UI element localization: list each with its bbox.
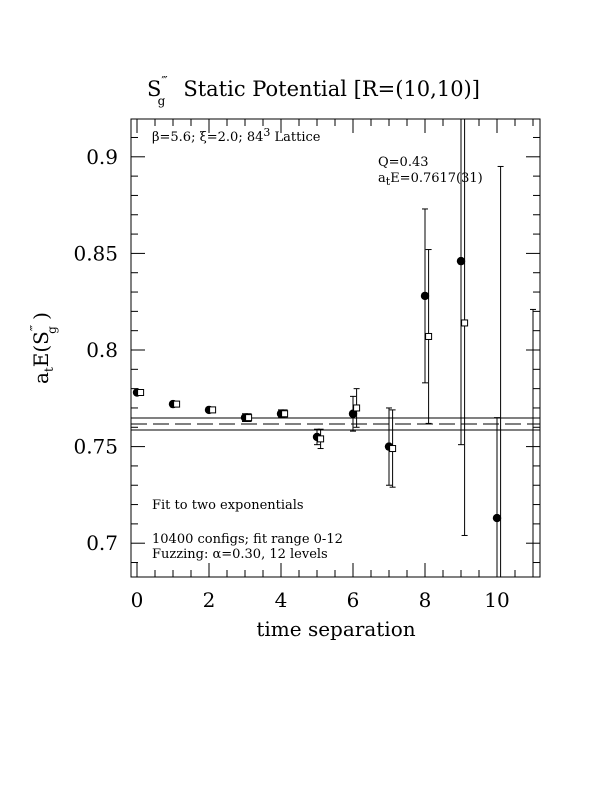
fit-band — [131, 417, 540, 431]
x-tick-label: 4 — [275, 588, 288, 612]
fit-annotation: Fit to two exponentials — [152, 498, 304, 513]
y-tick-label: 0.85 — [73, 241, 118, 265]
data-point — [461, 319, 469, 327]
x-tick-label: 2 — [203, 588, 216, 612]
series-2 — [137, 119, 536, 577]
y-tick-label: 0.75 — [73, 435, 118, 459]
data-series — [132, 119, 536, 577]
x-tick-label: 8 — [419, 588, 432, 612]
configs-annotation: 10400 configs; fit range 0-12 — [152, 532, 343, 547]
chart-title: S‴ g Static Potential [R=(10,10)] — [147, 74, 480, 108]
data-point — [137, 389, 145, 397]
data-point — [420, 291, 430, 301]
lattice-annotation: β=5.6; ξ=2.0; 843 Lattice — [152, 126, 321, 145]
data-point — [209, 406, 217, 414]
data-point — [317, 435, 325, 443]
data-point — [353, 404, 361, 412]
y-tick-label: 0.9 — [86, 145, 118, 169]
x-tick-label: 0 — [131, 588, 144, 612]
data-point — [425, 332, 433, 340]
energy-annotation: atE=0.7617(31) — [378, 171, 483, 188]
x-tick-labels: 0 2 4 6 8 10 — [131, 588, 510, 612]
y-tick-label: 0.8 — [86, 338, 118, 362]
fuzzing-annotation: Fuzzing: α=0.30, 12 levels — [152, 547, 328, 562]
data-point — [348, 409, 358, 418]
data-point — [281, 410, 289, 418]
x-axis-label: time separation — [256, 617, 415, 641]
data-point — [245, 414, 253, 422]
data-point — [492, 513, 502, 523]
y-tick-labels: 0.7 0.75 0.8 0.85 0.9 — [73, 145, 118, 555]
data-point — [389, 445, 397, 453]
x-tick-label: 10 — [484, 588, 509, 612]
data-point — [173, 400, 181, 408]
data-point — [456, 256, 466, 266]
x-tick-label: 6 — [347, 588, 360, 612]
y-axis-label: atE(S‴ g ) — [28, 312, 59, 384]
y-tick-label: 0.7 — [86, 531, 118, 555]
q-annotation: Q=0.43 — [378, 155, 429, 170]
